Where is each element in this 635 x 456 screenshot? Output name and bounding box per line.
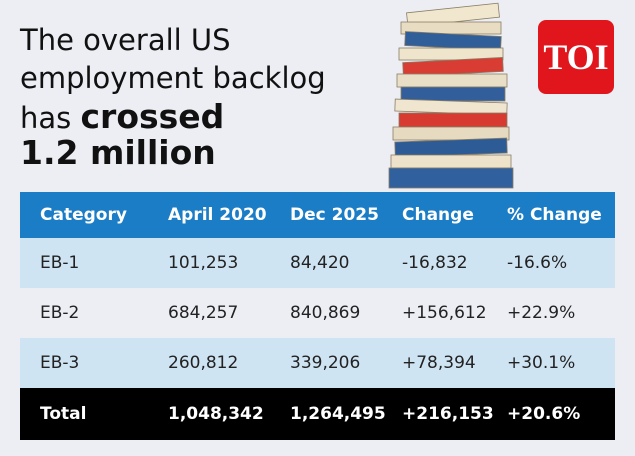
cell: Change: [402, 205, 474, 225]
data-row: EB-2 684,257 840,869 +156,612 +22.9%: [20, 288, 615, 338]
cell: +78,394: [402, 353, 476, 373]
cell: +22.9%: [507, 303, 576, 323]
cell: +156,612: [402, 303, 487, 323]
data-row: EB-3 260,812 339,206 +78,394 +30.1%: [20, 338, 615, 388]
cell: +20.6%: [507, 404, 581, 424]
cell: Dec 2025: [290, 205, 379, 225]
title-emphasis: crossed: [80, 97, 225, 136]
cell: EB-3: [40, 353, 80, 373]
logo: TOI: [538, 20, 614, 94]
cell: 101,253: [168, 253, 239, 273]
title-line: has crossed: [20, 100, 224, 133]
cell: -16.6%: [507, 253, 568, 273]
cell: 1,264,495: [290, 404, 386, 424]
cell: +216,153: [402, 404, 494, 424]
cell: EB-1: [40, 253, 80, 273]
cell: Category: [40, 205, 127, 225]
table: Category April 2020 Dec 2025 Change % Change…: [20, 192, 615, 440]
title-emphasis: 1.2 million: [20, 133, 216, 172]
cell: 84,420: [290, 253, 350, 273]
data-row: EB-1 101,253 84,420 -16,832 -16.6%: [20, 238, 615, 288]
cell: 840,869: [290, 303, 361, 323]
title-line: employment backlog: [20, 61, 326, 95]
cell: -16,832: [402, 253, 468, 273]
cell: EB-2: [40, 303, 80, 323]
cell: Total: [40, 404, 87, 424]
cell: % Change: [507, 205, 602, 225]
cell: 339,206: [290, 353, 361, 373]
title-text: has: [20, 101, 72, 135]
cell: April 2020: [168, 205, 267, 225]
title-line: The overall US: [20, 23, 231, 57]
header-row: Category April 2020 Dec 2025 Change % Change: [20, 192, 615, 238]
file-stack: [388, 2, 514, 189]
cell: 684,257: [168, 303, 239, 323]
total-row: Total 1,048,342 1,264,495 +216,153 +20.6%: [20, 388, 615, 440]
cell: 260,812: [168, 353, 239, 373]
cell: 1,048,342: [168, 404, 264, 424]
cell: +30.1%: [507, 353, 576, 373]
